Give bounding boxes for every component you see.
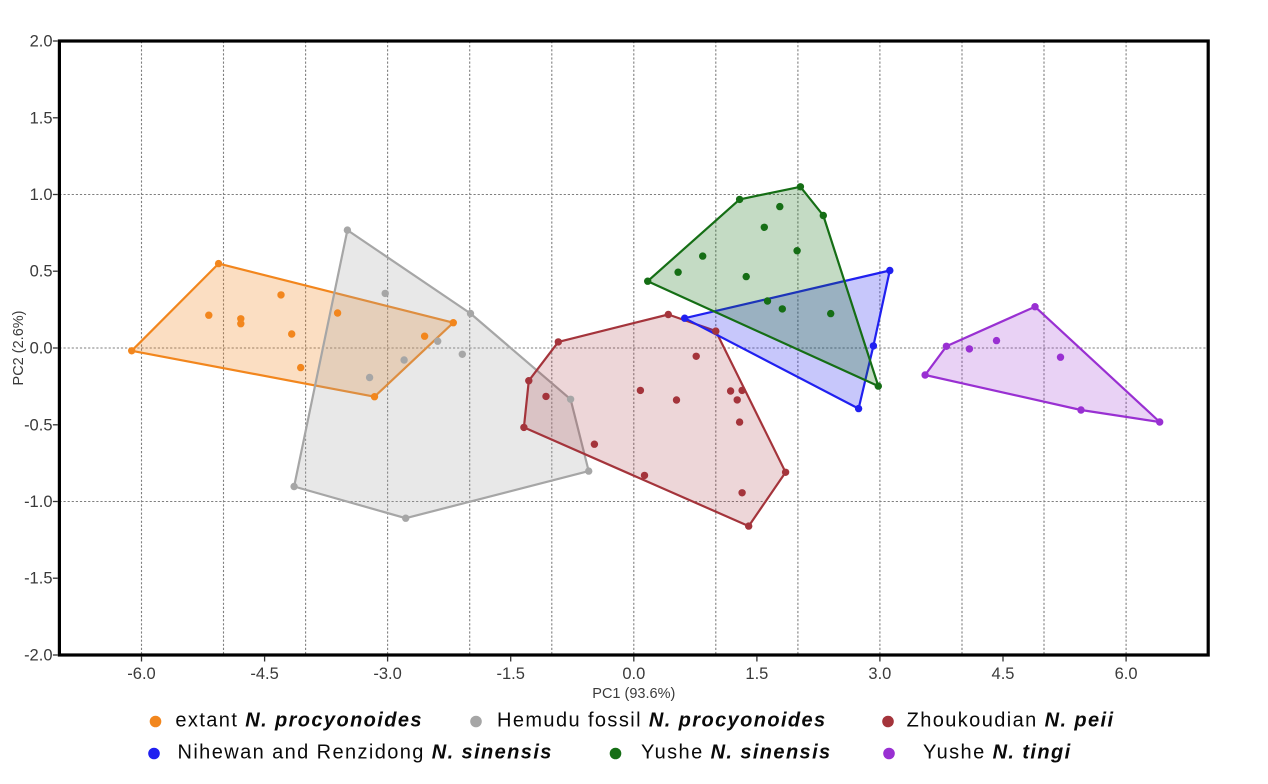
svg-text:-1.5: -1.5 bbox=[496, 665, 524, 683]
svg-text:6.0: 6.0 bbox=[1115, 665, 1138, 683]
svg-text:-6.0: -6.0 bbox=[127, 665, 155, 683]
svg-text:0.0: 0.0 bbox=[622, 665, 645, 683]
svg-text:1.5: 1.5 bbox=[745, 665, 768, 683]
svg-text:0.0: 0.0 bbox=[30, 340, 53, 358]
svg-text:PC2 (2.6%): PC2 (2.6%) bbox=[11, 311, 27, 386]
svg-text:Yushe N. sinensis: Yushe N. sinensis bbox=[641, 742, 832, 764]
svg-text:Yushe N. tingi: Yushe N. tingi bbox=[923, 742, 1072, 764]
svg-text:-1.5: -1.5 bbox=[24, 570, 52, 588]
svg-text:1.0: 1.0 bbox=[30, 186, 53, 204]
svg-text:-1.0: -1.0 bbox=[24, 493, 52, 511]
svg-text:2.0: 2.0 bbox=[30, 33, 53, 51]
svg-text:-4.5: -4.5 bbox=[250, 665, 278, 683]
svg-text:0.5: 0.5 bbox=[30, 263, 53, 281]
svg-text:Zhoukoudian N. peii: Zhoukoudian N. peii bbox=[907, 710, 1115, 732]
svg-text:-3.0: -3.0 bbox=[373, 665, 401, 683]
svg-text:-2.0: -2.0 bbox=[24, 647, 52, 665]
svg-text:Nihewan and Renzidong N. sinen: Nihewan and Renzidong N. sinensis bbox=[178, 742, 553, 764]
svg-text:1.5: 1.5 bbox=[30, 109, 53, 127]
svg-text:3.0: 3.0 bbox=[868, 665, 891, 683]
svg-text:PC1 (93.6%): PC1 (93.6%) bbox=[592, 686, 675, 702]
svg-text:4.5: 4.5 bbox=[992, 665, 1015, 683]
svg-text:Hemudu fossil N. procyonoides: Hemudu fossil N. procyonoides bbox=[497, 710, 827, 732]
svg-text:-0.5: -0.5 bbox=[24, 416, 52, 434]
svg-text:extant N. procyonoides: extant N. procyonoides bbox=[175, 710, 423, 732]
